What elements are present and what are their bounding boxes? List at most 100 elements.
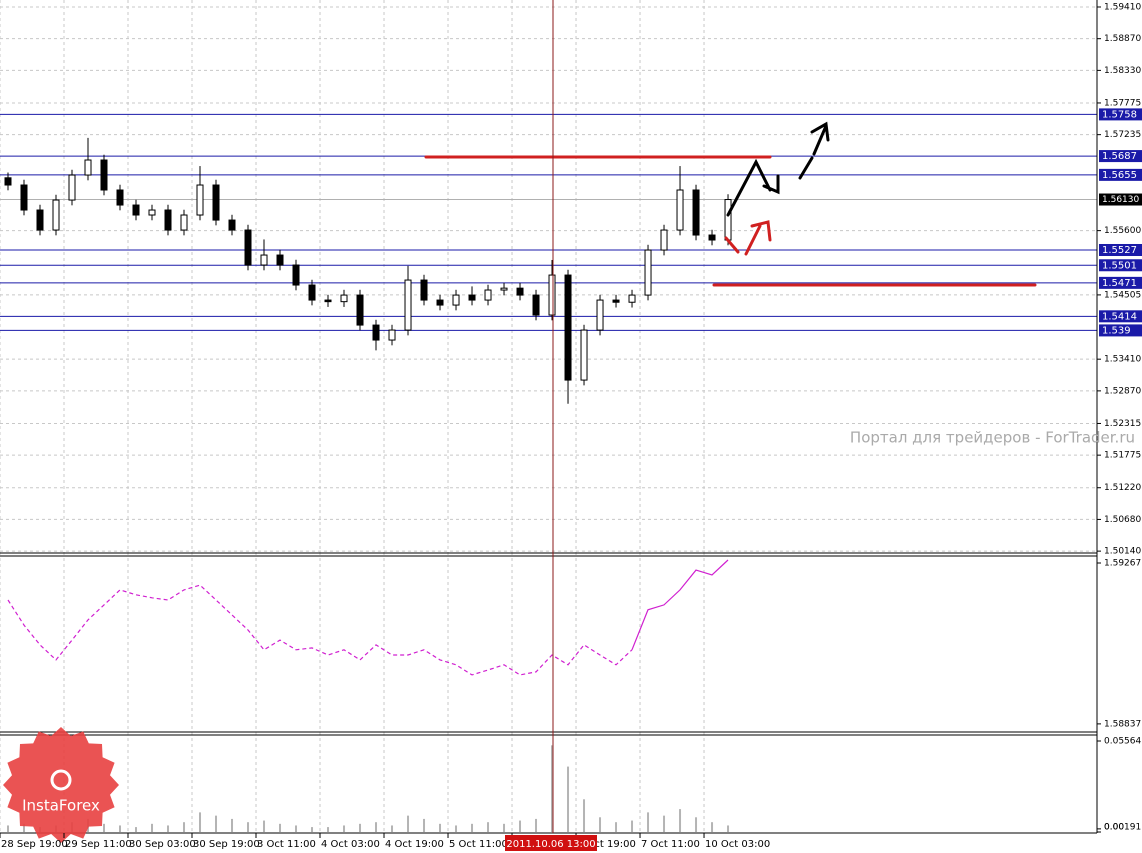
volume-bar [183,822,186,832]
volume-bar [343,825,346,832]
candle-body [164,209,172,231]
x-tick-label: 4 Oct 03:00 [321,839,380,850]
y-tick-label: 1.58330 [1104,66,1141,76]
current-price-label: 1.56130 [1102,195,1139,205]
volume-bar [455,825,458,832]
level-label: 1.5471 [1102,278,1137,289]
y-tick-label: 1.58837 [1104,719,1141,729]
candle-body [180,214,188,231]
volume-bar [567,766,570,832]
current-price-box [1099,193,1142,206]
grid-layer [0,0,1097,833]
candle-body [660,229,668,251]
level-label-box [1099,324,1142,337]
candle-body [676,189,684,231]
volume-bar [151,823,154,832]
candle-body [548,274,556,316]
y-tick-label: 1.57235 [1104,130,1141,140]
candle-body [324,299,332,303]
volume-bar [119,825,122,832]
candle-body [244,229,252,266]
candle-body [436,299,444,306]
candle-body [420,279,428,301]
volume-bar [135,827,138,832]
level-label-box [1099,276,1142,289]
y-tick-label: 1.51220 [1104,483,1141,493]
candle-body [196,184,204,216]
volume-bar [391,825,394,832]
level-label-box [1099,150,1142,163]
y-tick-label: 0.05564 [1104,737,1141,747]
y-tick-label: 1.59410 [1104,2,1141,12]
x-tick-label: 3 Oct 11:00 [257,839,316,850]
volume-bar [647,812,650,832]
mark-layer [0,113,1097,832]
x-tick-label: 6 Oct 19:00 [577,839,636,850]
volume-bar [439,823,442,832]
candle-body [340,294,348,303]
volume-bar [375,822,378,832]
candle-body [628,294,636,303]
candle-body [52,199,60,231]
candle-body [404,279,412,331]
candle-body [612,299,620,303]
candle-body [452,294,460,306]
candle-body [308,284,316,301]
candle-body [372,324,380,341]
candle-body [228,219,236,231]
y-tick-label: 1.52870 [1104,386,1141,396]
x-tick-label: 30 Sep 03:00 [129,839,196,850]
y-tick-label: 1.57775 [1104,98,1141,108]
volume-bar [471,823,474,832]
candle-body [644,249,652,296]
volume-bar [599,817,602,832]
volume-bar [423,818,426,832]
annotation-arrow [726,158,780,217]
volume-bar [663,815,666,832]
candle-body [708,234,716,241]
logo-text: InstaForex [22,797,100,815]
x-tick-label: 28 Sep 19:00 [1,839,68,850]
level-label-box [1099,243,1142,256]
volume-bar [311,827,314,832]
volume-bar [215,815,218,832]
x-tick-label: 5 Oct 11:00 [449,839,508,850]
annotations [424,121,1037,287]
candle-body [68,174,76,201]
candle-body [84,159,92,176]
volume-bar [23,823,26,832]
y-tick-label: 1.59267 [1104,558,1141,568]
candle-body [20,184,28,211]
y-tick-label: 1.54505 [1104,290,1141,300]
volume-bar [519,820,522,832]
volume-bar [727,825,730,832]
x-tick-label: 30 Sep 19:00 [193,839,260,850]
candle-body [356,294,364,326]
x-tick-label: 10 Oct 03:00 [705,839,770,850]
candle-body [468,294,476,301]
y-tick-label: 1.55600 [1104,226,1141,236]
candle-body [292,264,300,286]
level-label-box [1099,259,1142,272]
crosshair-label: 2011.10.06 13:00 [506,839,595,850]
candle-body [132,204,140,216]
candle-body [692,189,700,236]
candle-body [388,329,396,341]
candle-body [580,329,588,381]
logo-badge [3,727,119,843]
level-label: 1.5527 [1102,245,1137,256]
watermark: Портал для трейдеров - ForTrader.ru [850,429,1135,447]
candle-body [260,254,268,266]
x-tick-label: 29 Sep 11:00 [65,839,132,850]
volume-bar [551,745,554,832]
annotation-arrow [798,121,830,180]
volume-bar [679,809,682,832]
candle-body [148,209,156,216]
level-label: 1.5414 [1102,311,1137,322]
volume-bar [615,822,618,832]
y-tick-label: 0.00191 [1104,823,1141,833]
y-tick-label: 1.52315 [1104,419,1141,429]
y-tick-label: 1.50140 [1104,547,1141,557]
